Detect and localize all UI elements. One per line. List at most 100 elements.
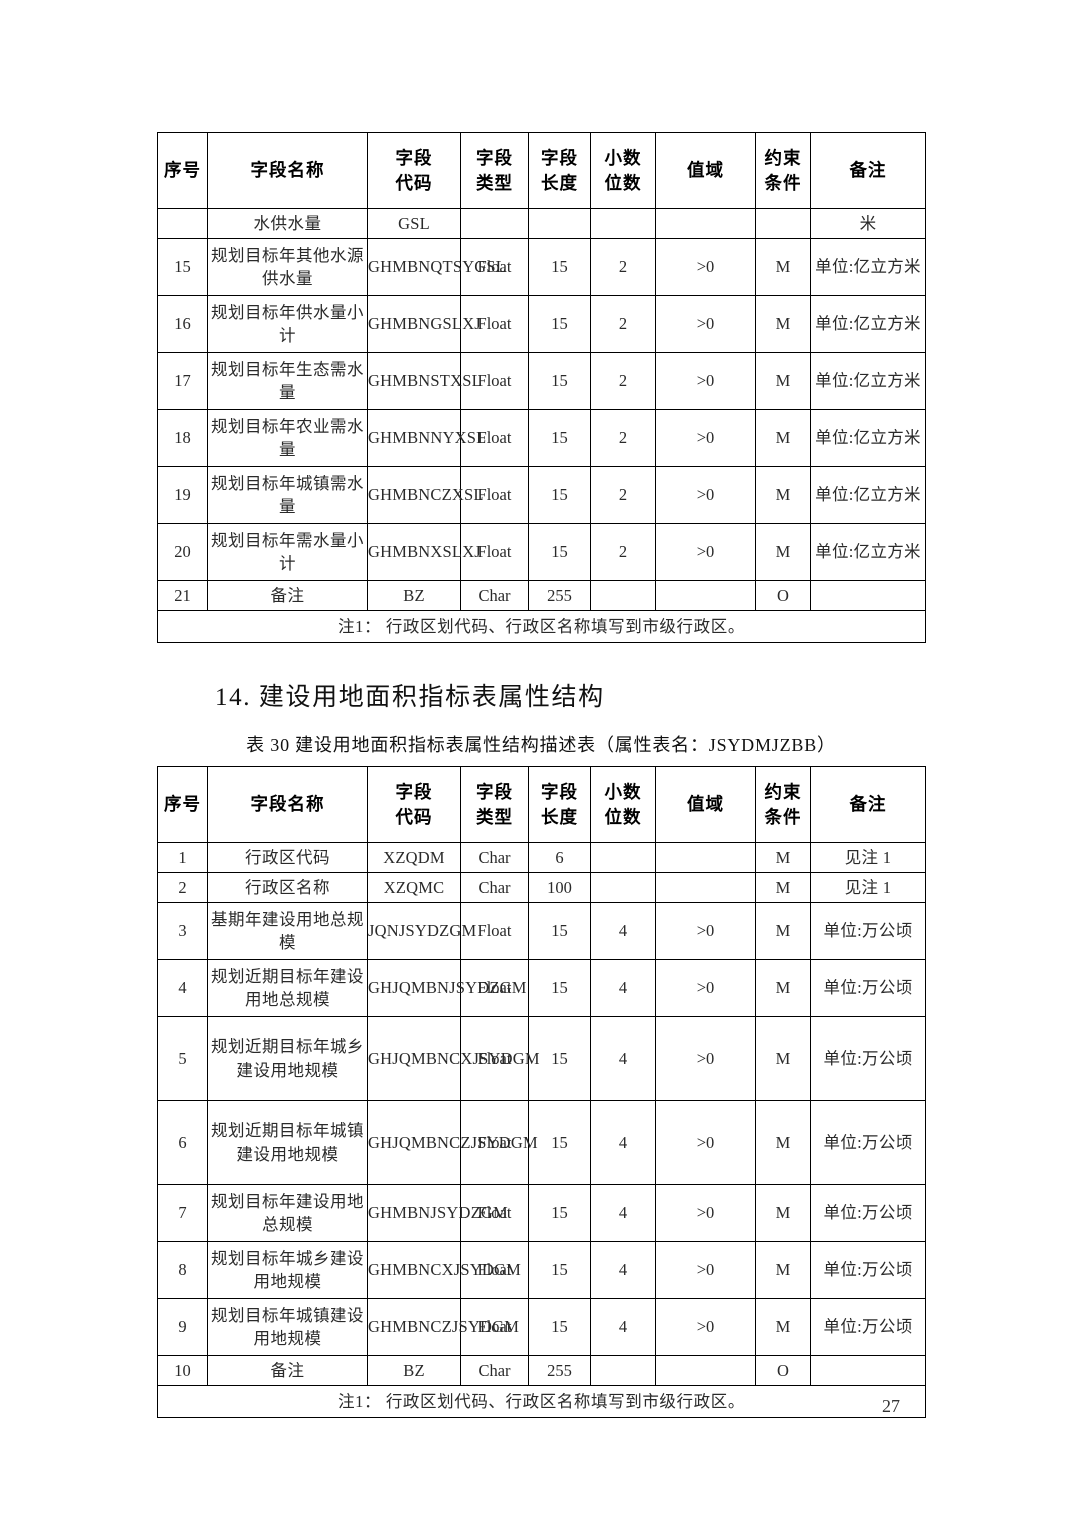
cell-field-type bbox=[460, 208, 529, 239]
cell-constraint: M bbox=[755, 842, 811, 873]
cell-remark: 单位:万公顷 bbox=[810, 1241, 926, 1299]
column-header-field-length-line1: 字段 bbox=[541, 781, 578, 802]
cell-field-type: Char bbox=[460, 872, 529, 903]
table-caption: 表 30 建设用地面积指标表属性结构描述表（属性表名：JSYDMJZBB） bbox=[246, 735, 836, 755]
column-header-field-length-line2: 长度 bbox=[541, 172, 578, 193]
cell-seq: 20 bbox=[157, 523, 208, 581]
cell-value-range: >0 bbox=[655, 295, 756, 353]
cell-seq: 16 bbox=[157, 295, 208, 353]
cell-field-code: GHMBNSTXSL bbox=[367, 352, 482, 410]
column-header-constraint: 约束 条件 bbox=[755, 766, 811, 843]
table-row: 8 规划目标年城乡建设用地规模 GHMBNCXJSYDGM Float 15 4 >0 M 单位… bbox=[157, 1241, 926, 1299]
table-row: 16 规划目标年供水量小计 GHMBNGSLXJ Float 15 2 >0 M 单位:亿立方米 bbox=[157, 295, 926, 353]
cell-field-code: GHMBNXSLXJ bbox=[367, 523, 481, 581]
table-row: 18 规划目标年农业需水量 GHMBNNYXSL Float 15 2 >0 M 单位:亿立方米 bbox=[157, 409, 926, 467]
table-row: 10 备注 BZ Char 255 O bbox=[157, 1355, 926, 1386]
cell-seq: 19 bbox=[157, 466, 208, 524]
cell-remark: 单位:亿立方米 bbox=[810, 409, 926, 467]
cell-decimals: 4 bbox=[590, 1184, 656, 1242]
table-row: 20 规划目标年需水量小计 GHMBNXSLXJ Float 15 2 >0 M 单位:亿立方米 bbox=[157, 523, 926, 581]
column-header-field-code-line1: 字段 bbox=[395, 781, 433, 802]
table-row: 1 行政区代码 XZQDM Char 6 M 见注 1 bbox=[157, 842, 926, 873]
cell-remark: 单位:万公顷 bbox=[810, 959, 926, 1017]
cell-remark: 单位:万公顷 bbox=[810, 1184, 926, 1242]
cell-field-length: 15 bbox=[528, 1241, 591, 1299]
cell-field-code: XZQMC bbox=[367, 872, 461, 903]
cell-constraint: M bbox=[755, 409, 811, 467]
cell-field-name: 规划近期目标年城乡建设用地规模 bbox=[207, 1016, 368, 1101]
cell-decimals bbox=[590, 1355, 656, 1386]
cell-field-code: GHJQMBNCXJSYDGM bbox=[367, 1016, 540, 1101]
cell-remark: 见注 1 bbox=[810, 872, 926, 903]
cell-decimals: 4 bbox=[590, 1241, 656, 1299]
cell-remark: 单位:万公顷 bbox=[810, 902, 926, 960]
cell-value-range bbox=[655, 842, 756, 873]
table-footnote-row: 注1： 行政区划代码、行政区名称填写到市级行政区。 bbox=[157, 1385, 926, 1418]
cell-value-range: >0 bbox=[655, 902, 756, 960]
cell-field-length: 15 bbox=[528, 523, 591, 581]
column-header-field-length-line1: 字段 bbox=[541, 147, 578, 168]
column-header-decimals: 小数 位数 bbox=[590, 132, 656, 209]
cell-remark: 单位:亿立方米 bbox=[810, 295, 926, 353]
column-header-seq: 序号 bbox=[157, 132, 208, 209]
cell-field-length: 15 bbox=[528, 1298, 591, 1356]
cell-seq: 7 bbox=[157, 1184, 208, 1242]
cell-decimals: 4 bbox=[590, 1100, 656, 1185]
cell-field-length: 15 bbox=[528, 1100, 591, 1185]
table-row: 21 备注 BZ Char 255 O bbox=[157, 580, 926, 611]
column-header-decimals-line2: 位数 bbox=[604, 806, 642, 827]
table-row: 19 规划目标年城镇需水量 GHMBNCZXSL Float 15 2 >0 M 单位:亿立方米 bbox=[157, 466, 926, 524]
cell-field-length: 15 bbox=[528, 409, 591, 467]
cell-value-range bbox=[655, 872, 756, 903]
cell-field-length: 255 bbox=[528, 1355, 591, 1386]
column-header-decimals-line2: 位数 bbox=[604, 172, 642, 193]
column-header-constraint: 约束 条件 bbox=[755, 132, 811, 209]
cell-seq: 4 bbox=[157, 959, 208, 1017]
cell-value-range bbox=[655, 208, 756, 239]
table-header-row: 序号 字段名称 字段 代码 字段 类型 字段 长度 小数 位数 bbox=[157, 132, 926, 209]
cell-decimals: 2 bbox=[590, 238, 656, 296]
cell-constraint bbox=[755, 208, 811, 239]
cell-field-name: 行政区名称 bbox=[207, 872, 368, 903]
table-header-row: 序号 字段名称 字段 代码 字段 类型 字段 长度 小数 位数 bbox=[157, 766, 926, 843]
cell-field-code: GHJQMBNCZJSYDGM bbox=[367, 1100, 538, 1185]
cell-field-type: Float bbox=[460, 409, 529, 467]
column-header-field-type-line1: 字段 bbox=[476, 781, 513, 802]
cell-seq: 21 bbox=[157, 580, 208, 611]
cell-field-name: 备注 bbox=[207, 580, 368, 611]
cell-constraint: M bbox=[755, 295, 811, 353]
cell-field-name: 规划目标年需水量小计 bbox=[207, 523, 368, 581]
column-header-field-name: 字段名称 bbox=[207, 132, 368, 209]
cell-seq: 2 bbox=[157, 872, 208, 903]
cell-value-range: >0 bbox=[655, 238, 756, 296]
column-header-seq: 序号 bbox=[157, 766, 208, 843]
column-header-field-code: 字段 代码 bbox=[367, 132, 461, 209]
cell-seq: 1 bbox=[157, 842, 208, 873]
cell-field-type: Float bbox=[460, 1016, 529, 1101]
column-header-field-type-line1: 字段 bbox=[476, 147, 513, 168]
cell-value-range bbox=[655, 1355, 756, 1386]
cell-decimals: 2 bbox=[590, 352, 656, 410]
cell-decimals bbox=[590, 842, 656, 873]
column-header-field-length: 字段 长度 bbox=[528, 766, 591, 843]
cell-value-range: >0 bbox=[655, 409, 756, 467]
cell-constraint: M bbox=[755, 1016, 811, 1101]
table-footnote-row: 注1： 行政区划代码、行政区名称填写到市级行政区。 bbox=[157, 610, 926, 643]
cell-field-name: 水供水量 bbox=[207, 208, 368, 239]
cell-field-name: 规划目标年其他水源供水量 bbox=[207, 238, 368, 296]
cell-decimals: 2 bbox=[590, 409, 656, 467]
cell-remark: 米 bbox=[810, 208, 926, 239]
cell-field-name: 规划目标年建设用地总规模 bbox=[207, 1184, 368, 1242]
cell-constraint: M bbox=[755, 238, 811, 296]
cell-field-type: Char bbox=[460, 580, 529, 611]
cell-field-length: 15 bbox=[528, 352, 591, 410]
column-header-field-code-line2: 代码 bbox=[395, 172, 433, 193]
document-page: 序号 字段名称 字段 代码 字段 类型 字段 长度 小数 位数 bbox=[157, 132, 926, 1418]
cell-seq: 8 bbox=[157, 1241, 208, 1299]
table-row: 5 规划近期目标年城乡建设用地规模 GHJQMBNCXJSYDGM Float 15 4 >… bbox=[157, 1016, 926, 1101]
cell-field-code: GSL bbox=[367, 208, 461, 239]
column-header-field-type-line2: 类型 bbox=[476, 806, 513, 827]
cell-value-range: >0 bbox=[655, 352, 756, 410]
cell-value-range: >0 bbox=[655, 1298, 756, 1356]
cell-field-length: 15 bbox=[528, 1016, 591, 1101]
